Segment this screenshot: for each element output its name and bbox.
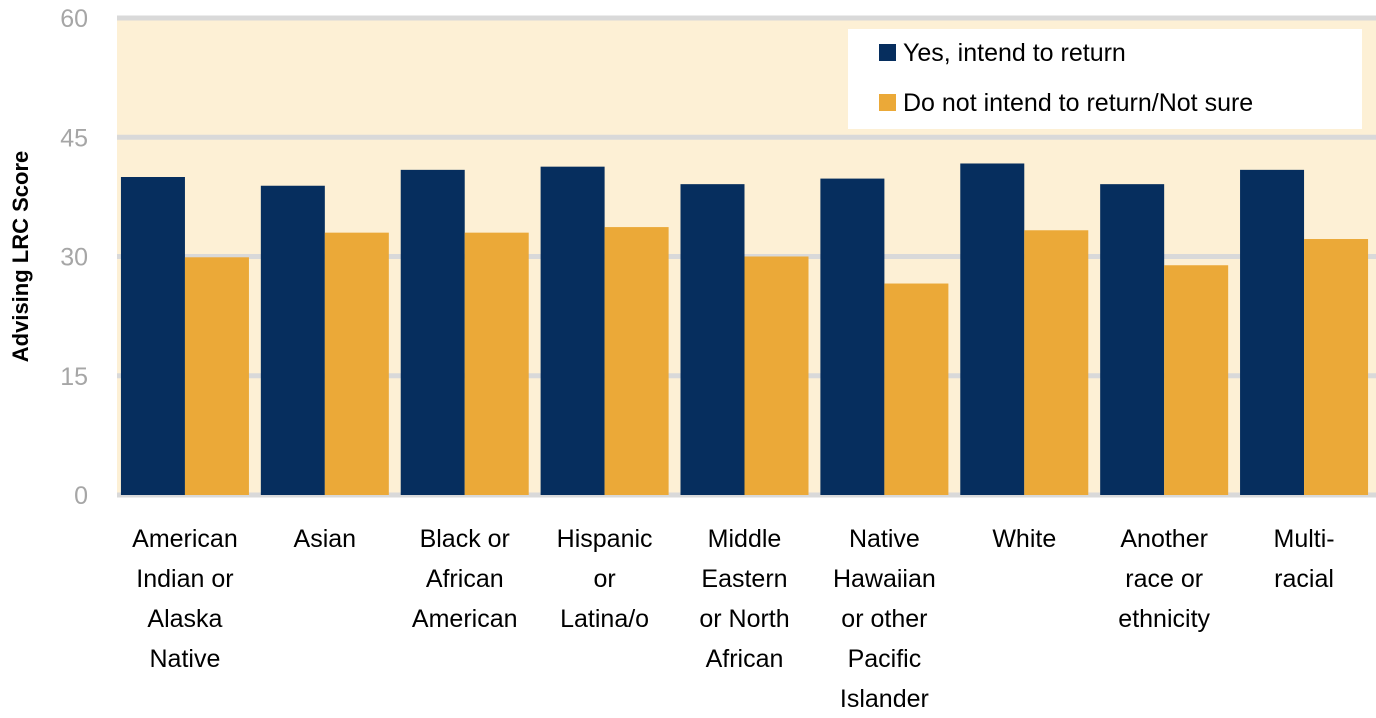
bars [120, 163, 1369, 496]
bar-not-intend-to-return [604, 227, 669, 495]
category-label: Multi-racial [1274, 525, 1335, 593]
category-label: Hispanic or Latina/o [557, 525, 653, 633]
y-axis-label: Advising LRC Score [8, 151, 33, 362]
x-axis-categories: American Indian or Alaska Native Asian Black … [132, 525, 1334, 713]
legend-box [848, 29, 1362, 129]
bar-yes-intend-to-return [1240, 169, 1305, 495]
y-tick-label: 60 [60, 5, 88, 33]
category-label: Middle Eastern or North African [699, 525, 789, 673]
bar-yes-intend-to-return [260, 185, 325, 495]
y-tick-label: 0 [74, 482, 88, 510]
category-label: Black or African American [412, 525, 518, 633]
y-axis-ticks: 0 15 30 45 60 [60, 5, 88, 510]
legend: Yes, intend to return Do not intend to r… [848, 29, 1362, 129]
bar-not-intend-to-return [744, 256, 809, 495]
bar-not-intend-to-return [884, 283, 949, 495]
bar-yes-intend-to-return [1100, 184, 1165, 495]
bar-yes-intend-to-return [680, 184, 745, 495]
bar-yes-intend-to-return [820, 178, 885, 495]
legend-label-yes: Yes, intend to return [903, 39, 1126, 67]
legend-label-no: Do not intend to return/Not sure [903, 89, 1253, 117]
legend-swatch-yes [879, 44, 896, 61]
bar-not-intend-to-return [1024, 230, 1089, 495]
bar-not-intend-to-return [184, 257, 249, 495]
category-label: Another race or ethnicity [1118, 525, 1210, 633]
bar-yes-intend-to-return [540, 166, 605, 496]
bar-not-intend-to-return [324, 232, 389, 495]
legend-swatch-no [879, 94, 896, 111]
y-tick-label: 45 [60, 124, 88, 152]
category-label: Native Hawaiian or other Pacific Islander [833, 525, 936, 713]
bar-yes-intend-to-return [400, 169, 465, 495]
bar-not-intend-to-return [1304, 239, 1369, 495]
bar-yes-intend-to-return [960, 163, 1025, 496]
bar-not-intend-to-return [464, 232, 529, 495]
bar-yes-intend-to-return [120, 177, 185, 495]
y-tick-label: 15 [60, 363, 88, 391]
bar-not-intend-to-return [1164, 265, 1229, 495]
category-label: Asian [294, 525, 357, 553]
category-label: White [992, 525, 1056, 553]
category-label: American Indian or Alaska Native [132, 525, 238, 673]
y-tick-label: 30 [60, 244, 88, 272]
